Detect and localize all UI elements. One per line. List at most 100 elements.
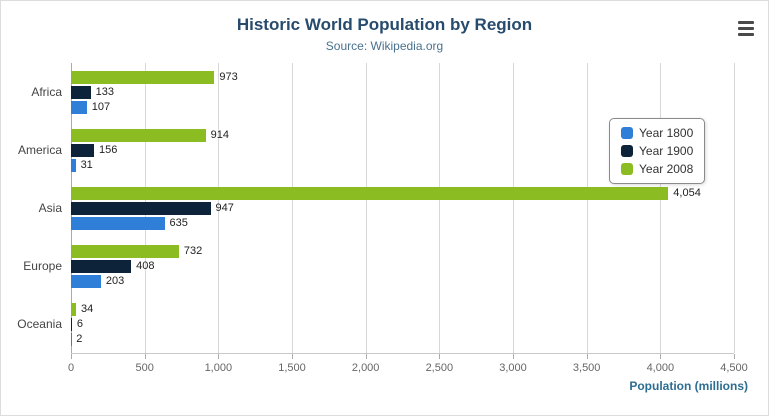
bar-row: 635 xyxy=(71,216,734,230)
axis-tick xyxy=(218,354,220,359)
data-label: 2 xyxy=(76,332,83,345)
data-label: 947 xyxy=(215,201,234,214)
bar-year-1900[interactable] xyxy=(71,201,211,215)
bar-year-2008[interactable] xyxy=(71,302,76,316)
legend-item-year-2008[interactable]: Year 2008 xyxy=(621,162,693,176)
bar-year-1800[interactable] xyxy=(71,158,76,172)
axis-tick xyxy=(365,354,367,359)
bar-year-1900[interactable] xyxy=(71,317,72,331)
data-label: 133 xyxy=(95,85,114,98)
x-axis-title: Population (millions) xyxy=(629,379,748,393)
legend-item-label: Year 2008 xyxy=(639,162,694,176)
bar-row: 408 xyxy=(71,259,734,273)
bar-year-1800[interactable] xyxy=(71,274,101,288)
bar-year-1900[interactable] xyxy=(71,85,91,99)
bar-row: 107 xyxy=(71,100,734,114)
axis-tick xyxy=(660,354,662,359)
data-label: 4,054 xyxy=(673,186,701,199)
bar-year-2008[interactable] xyxy=(71,70,215,84)
bar-year-2008[interactable] xyxy=(71,128,206,142)
bar-row: 6 xyxy=(71,317,734,331)
bar-row: 31 xyxy=(71,158,734,172)
bar-year-1800[interactable] xyxy=(71,100,87,114)
data-label: 914 xyxy=(210,128,230,141)
data-label: 635 xyxy=(169,216,188,229)
data-label: 203 xyxy=(105,274,125,287)
legend-item-year-1900[interactable]: Year 1900 xyxy=(621,144,693,158)
hamburger-bar xyxy=(738,27,754,30)
x-tick-label: 3,500 xyxy=(572,362,601,374)
legend-item-label: Year 1800 xyxy=(639,126,694,140)
axis-tick xyxy=(292,354,293,359)
gridline xyxy=(513,63,514,353)
axis-tick xyxy=(439,354,441,359)
legend-swatch xyxy=(621,127,633,139)
legend-item-year-1800[interactable]: Year 1800 xyxy=(621,126,693,140)
x-tick-label: 4,000 xyxy=(646,362,675,374)
bar-row: 203 xyxy=(71,274,734,288)
gridline xyxy=(292,63,293,353)
bar-year-1900[interactable] xyxy=(71,259,132,273)
data-label: 6 xyxy=(76,317,83,330)
bar-year-1900[interactable] xyxy=(71,143,94,157)
x-axis-labels: 0 500 1,000 1,500 2,000 2,500 3,000 3,500 4,000 4… xyxy=(67,362,748,376)
bar-row: 156 xyxy=(71,143,734,157)
gridline xyxy=(734,63,735,353)
bar-year-2008[interactable] xyxy=(71,186,669,200)
legend-item-label: Year 1900 xyxy=(639,144,694,158)
gridline xyxy=(365,63,367,353)
category-label: Europe xyxy=(23,259,62,273)
x-tick-label: 0 xyxy=(67,362,75,374)
axis-tick xyxy=(734,354,735,359)
x-tick-label: 500 xyxy=(135,362,154,374)
x-tick-label: 2,000 xyxy=(351,362,380,374)
bar-row: 973 xyxy=(71,70,734,84)
category-group: Asia 4,054 947 635 xyxy=(39,179,734,237)
category-label: America xyxy=(17,143,62,157)
hamburger-menu-icon[interactable] xyxy=(738,21,754,39)
legend-swatch xyxy=(621,145,633,157)
gridline xyxy=(439,63,441,353)
category-group: Europe 732 408 203 xyxy=(23,237,734,295)
x-tick-label: 1,500 xyxy=(278,362,306,374)
legend: Year 1800 Year 1900 Year 2008 xyxy=(609,118,706,184)
bar-row: 4,054 xyxy=(71,186,734,200)
data-label: 31 xyxy=(80,158,93,171)
x-tick-label: 3,000 xyxy=(499,362,527,374)
bar-row: 133 xyxy=(71,85,734,99)
data-label: 973 xyxy=(219,70,238,83)
x-tick-label: 1,000 xyxy=(204,362,233,374)
category-label: Oceania xyxy=(17,317,62,331)
axis-tick xyxy=(513,354,514,359)
bar-row: 34 xyxy=(71,302,734,316)
plot-area: Africa 973 133 107 America 914 156 31 Asia 4,054 9… xyxy=(17,63,735,359)
axis-tick xyxy=(586,354,588,359)
x-tick-label: 2,500 xyxy=(425,362,454,374)
data-label: 732 xyxy=(183,244,203,257)
hamburger-bar xyxy=(738,21,754,24)
category-group: Africa 973 133 107 xyxy=(31,63,734,121)
axis-tick xyxy=(144,354,146,359)
gridline xyxy=(218,63,220,353)
bar-row: 2 xyxy=(71,332,734,346)
bar-year-1800[interactable] xyxy=(71,216,165,230)
bar-row: 732 xyxy=(71,244,734,258)
chart-title: Historic World Population by Region xyxy=(236,15,533,34)
bar-year-2008[interactable] xyxy=(71,244,179,258)
bar-row: 914 xyxy=(71,128,734,142)
bar-row: 947 xyxy=(71,201,734,215)
data-label: 107 xyxy=(91,100,111,113)
hamburger-bar xyxy=(738,33,754,36)
category-label: Africa xyxy=(31,85,62,99)
bar-groups: Africa 973 133 107 America 914 156 31 Asia 4,054 9… xyxy=(17,63,734,353)
category-label: Asia xyxy=(38,201,62,215)
gridline xyxy=(586,63,588,353)
legend-swatch xyxy=(621,163,633,175)
category-group: America 914 156 31 xyxy=(18,121,734,179)
x-tick-label: 4,500 xyxy=(720,362,748,374)
category-group: Oceania 34 6 2 xyxy=(17,295,734,353)
data-label: 408 xyxy=(136,259,155,272)
gridline xyxy=(660,63,662,353)
axis-tick xyxy=(71,354,72,359)
